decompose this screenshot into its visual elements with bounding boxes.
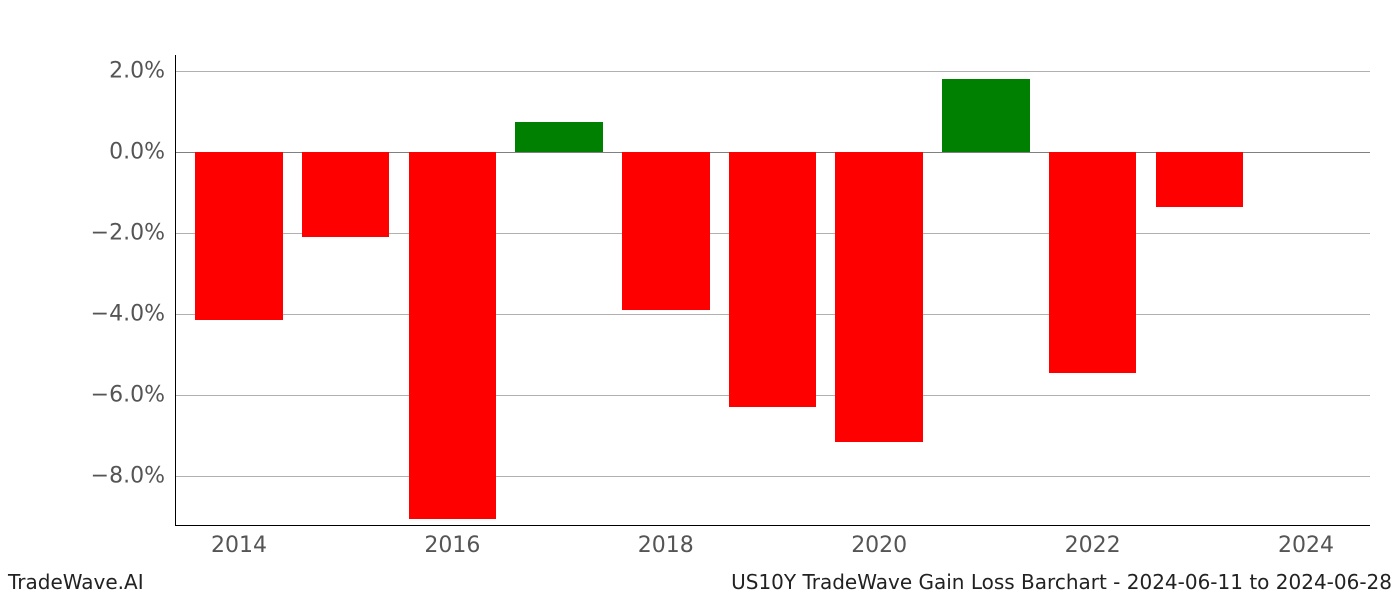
- bar: [942, 79, 1029, 152]
- bar: [302, 152, 389, 237]
- bar: [1049, 152, 1136, 373]
- y-axis-tick-label: 2.0%: [109, 59, 175, 84]
- y-axis-tick-label: −8.0%: [91, 464, 175, 489]
- bar: [515, 122, 602, 152]
- gridline: [175, 476, 1370, 477]
- y-axis-tick-label: 0.0%: [109, 140, 175, 165]
- plot-area: −8.0%−6.0%−4.0%−2.0%0.0%2.0%201420162018…: [175, 55, 1370, 525]
- footer-brand: TradeWave.AI: [8, 570, 144, 594]
- x-axis-tick-label: 2016: [424, 525, 480, 558]
- bar: [835, 152, 922, 442]
- x-axis-tick-label: 2024: [1278, 525, 1334, 558]
- bar: [1156, 152, 1243, 207]
- bar: [409, 152, 496, 519]
- gridline: [175, 71, 1370, 72]
- axis-spine-bottom: [175, 525, 1370, 526]
- y-axis-tick-label: −4.0%: [91, 302, 175, 327]
- axis-spine-left: [175, 55, 176, 525]
- footer-caption: US10Y TradeWave Gain Loss Barchart - 202…: [731, 570, 1392, 594]
- bar: [622, 152, 709, 310]
- x-axis-tick-label: 2014: [211, 525, 267, 558]
- y-axis-tick-label: −2.0%: [91, 221, 175, 246]
- bar: [195, 152, 282, 320]
- x-axis-tick-label: 2018: [638, 525, 694, 558]
- chart-container: −8.0% −6.0% −4.0% −2.0% 0.0% 2.0% 2014 2016 2018…: [0, 0, 1400, 600]
- y-axis-tick-label: −6.0%: [91, 383, 175, 408]
- x-axis-tick-label: 2020: [851, 525, 907, 558]
- bar: [729, 152, 816, 407]
- x-axis-tick-label: 2022: [1065, 525, 1121, 558]
